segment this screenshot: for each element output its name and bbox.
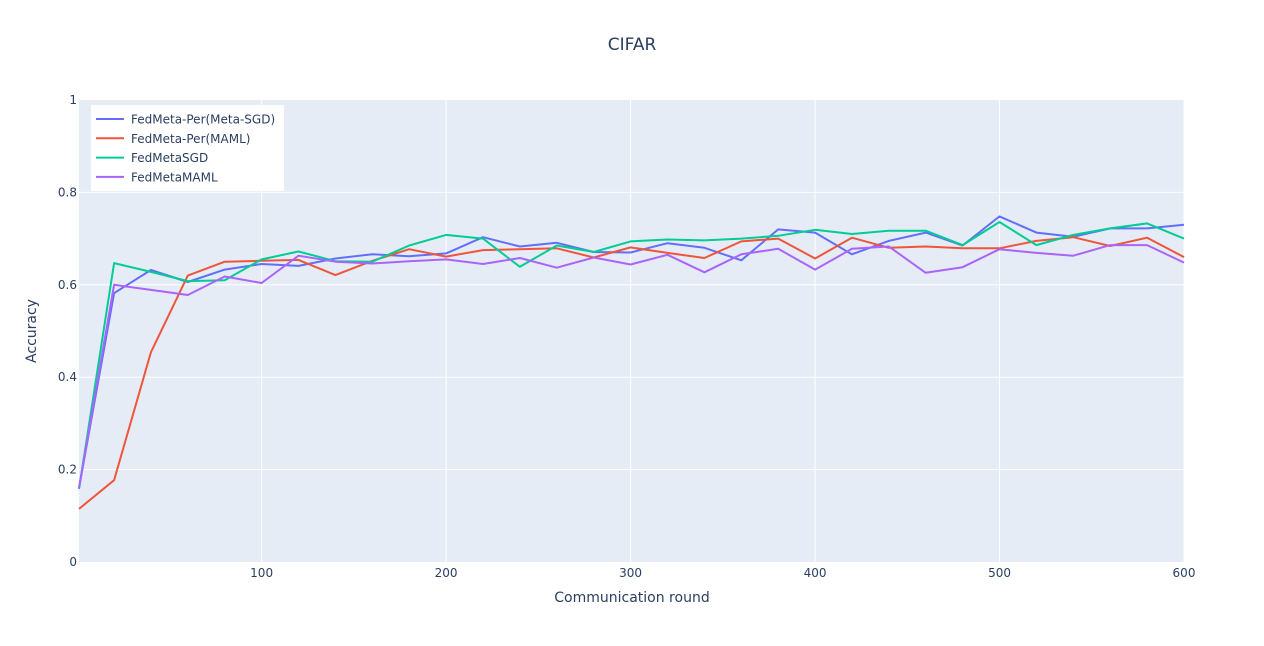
series-line	[78, 221, 1185, 490]
legend-item[interactable]: FedMetaMAML	[96, 170, 218, 184]
y-tick-label: 1	[69, 93, 77, 107]
y-tick-label: 0	[69, 555, 77, 569]
legend-label: FedMeta-Per(MAML)	[131, 132, 250, 146]
y-tick-label: 0.8	[58, 185, 77, 199]
legend-item[interactable]: FedMeta-Per(MAML)	[96, 132, 250, 146]
x-tick-label: 500	[988, 566, 1011, 580]
grid-layer	[79, 100, 1185, 562]
x-tick-label: 200	[435, 566, 458, 580]
chart-title: CIFAR	[608, 35, 657, 55]
y-tick-label: 0.6	[58, 278, 77, 292]
legend-label: FedMeta-Per(Meta-SGD)	[131, 113, 275, 127]
y-tick-label: 0.2	[58, 463, 77, 477]
legend[interactable]: FedMeta-Per(Meta-SGD) FedMeta-Per(MAML) Fe…	[91, 105, 284, 191]
y-tick-label: 0.4	[58, 370, 77, 384]
x-axis-label: Communication round	[554, 590, 709, 606]
x-tick-label: 600	[1173, 566, 1196, 580]
series-line	[78, 244, 1185, 489]
legend-label: FedMetaSGD	[131, 151, 208, 165]
series-layer	[78, 215, 1185, 510]
y-axis-label: Accuracy	[24, 299, 40, 363]
series-line	[78, 215, 1185, 489]
x-tick-label: 300	[619, 566, 642, 580]
legend-item[interactable]: FedMetaSGD	[96, 151, 208, 165]
x-tick-label: 400	[804, 566, 827, 580]
legend-label: FedMetaMAML	[131, 170, 218, 184]
legend-item[interactable]: FedMeta-Per(Meta-SGD)	[96, 113, 275, 127]
x-axis-ticks: 100 200 300 400 500 600	[250, 566, 1195, 580]
x-tick-label: 100	[250, 566, 273, 580]
y-axis-ticks: 0 0.2 0.4 0.6 0.8 1	[58, 93, 77, 569]
